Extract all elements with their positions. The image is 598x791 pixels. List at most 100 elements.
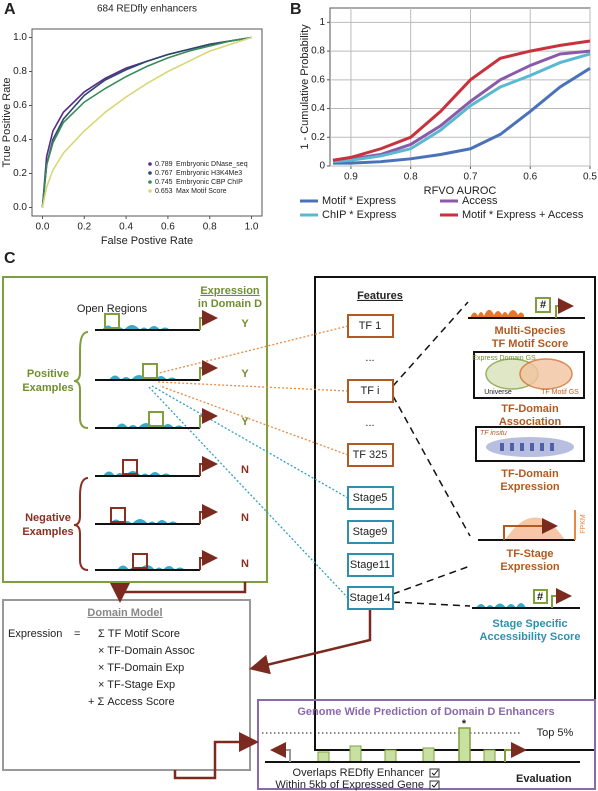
venn-text: Universe <box>484 389 512 396</box>
header: in Domain D <box>198 298 262 310</box>
y-tick-label: 0.8 <box>311 46 325 57</box>
connector <box>392 301 471 607</box>
feature-box <box>347 379 394 403</box>
inset-label: Association <box>499 416 562 428</box>
feature-box <box>347 443 394 467</box>
motif-inset <box>468 297 585 319</box>
model-term: Σ TF Motif Score <box>98 628 180 640</box>
insitu-inset <box>475 426 585 462</box>
inset-label: Expression <box>500 481 560 493</box>
legend-swatch <box>148 162 152 166</box>
feature-box <box>347 553 394 577</box>
x-tick-label: 1.0 <box>245 222 259 233</box>
hash: # <box>540 299 546 311</box>
legend-label: Embryonic H3K4Me3 <box>176 170 242 177</box>
x-tick-label: 0.6 <box>523 172 537 183</box>
gene-arrow <box>199 504 218 524</box>
legend-value: 0.767 <box>155 170 173 177</box>
dotted-link <box>147 325 349 599</box>
model-lhs: Expression <box>8 628 62 640</box>
feature-label: Stage9 <box>353 526 388 538</box>
inset-label: TF-Domain <box>501 403 559 415</box>
x-tick-label: 0.6 <box>161 222 175 233</box>
y-axis-label: True Positive Rate <box>1 77 13 167</box>
y-tick-label: 0.6 <box>311 74 325 85</box>
region-box <box>148 411 164 427</box>
legend-label: Max Motif Score <box>176 188 227 195</box>
brace <box>73 331 89 429</box>
header: Expression <box>200 285 260 297</box>
x-tick-label: 0.9 <box>344 172 358 183</box>
class-label: N <box>241 464 249 476</box>
x-axis-label: False Postive Rate <box>101 235 193 247</box>
series-line <box>41 36 252 208</box>
legend-swatch <box>148 180 152 184</box>
class-label: Y <box>241 416 249 428</box>
legend-label: Motif * Express + Access <box>462 209 584 221</box>
panel-label: C <box>4 250 16 267</box>
x-axis-label: RFVO AUROC <box>424 185 497 197</box>
class-label: Y <box>241 318 249 330</box>
region-box <box>110 507 126 523</box>
y-tick-label: 0.2 <box>13 168 27 179</box>
y-tick-label: 1 <box>319 17 325 28</box>
legend-label: ChIP * Express <box>322 209 397 221</box>
gene-arrow <box>199 360 218 380</box>
y-tick-label: 1.0 <box>13 32 27 43</box>
inset-label: TF-Domain <box>501 468 559 480</box>
region-box <box>142 363 158 379</box>
feature-label: TF 1 <box>359 320 382 332</box>
legend-swatch <box>148 171 152 175</box>
feature-label: Stage5 <box>353 492 388 504</box>
legend-value: 0.653 <box>155 188 173 195</box>
gene-arrow <box>199 456 218 476</box>
series-line <box>41 36 252 208</box>
region-box <box>104 313 120 329</box>
series-line <box>41 36 252 208</box>
open-regions: Open Regions <box>77 303 148 315</box>
model-eq: = <box>74 628 80 640</box>
x-tick-label: 0.8 <box>203 222 217 233</box>
features-box <box>314 276 596 751</box>
inset-label: Multi-Species <box>495 325 566 337</box>
y-tick-label: 0.8 <box>13 66 27 77</box>
series-line <box>332 67 591 165</box>
gene-arrow <box>199 550 218 570</box>
negative-label: Negative <box>25 512 71 524</box>
peaks <box>110 519 178 524</box>
feature-label: Stage14 <box>350 592 391 604</box>
feature-label: Stage11 <box>350 559 390 571</box>
legend-swatch <box>148 189 152 193</box>
features-title: Features <box>357 290 403 302</box>
series-line <box>332 52 591 164</box>
y-tick-label: 0.2 <box>311 132 325 143</box>
x-tick-label: 0.2 <box>77 222 91 233</box>
model-term: × TF-Domain Assoc <box>98 645 195 657</box>
venn-text: Express Domain GS <box>472 355 536 362</box>
brace <box>73 477 89 571</box>
access-inset <box>472 588 580 609</box>
feature-box <box>347 586 394 610</box>
flow-arrow <box>110 582 372 780</box>
feature-label: TF 325 <box>353 449 388 461</box>
inset-label: Expression <box>500 561 560 573</box>
feature-box <box>347 314 394 338</box>
panel-label: B <box>290 1 302 18</box>
hash: # <box>537 591 543 603</box>
legend-value: 0.745 <box>155 179 173 186</box>
class-label: N <box>241 558 249 570</box>
negative-label: Examples <box>22 526 73 538</box>
genome-track <box>265 727 580 790</box>
model-title: Domain Model <box>87 607 162 619</box>
y-tick-label: 0.4 <box>311 103 325 114</box>
inset-label: Stage Specific <box>492 618 567 630</box>
legend-label: Embryonic DNase_seq <box>176 161 248 168</box>
class-label: N <box>241 512 249 524</box>
check-label: Within 5kb of Expressed Gene <box>275 779 424 791</box>
fpkm: FPKM <box>580 514 587 534</box>
y-tick-label: 0.0 <box>13 202 27 213</box>
x-tick-label: 0.7 <box>464 172 478 183</box>
feature-label: ... <box>365 417 374 429</box>
region-box <box>132 553 148 569</box>
